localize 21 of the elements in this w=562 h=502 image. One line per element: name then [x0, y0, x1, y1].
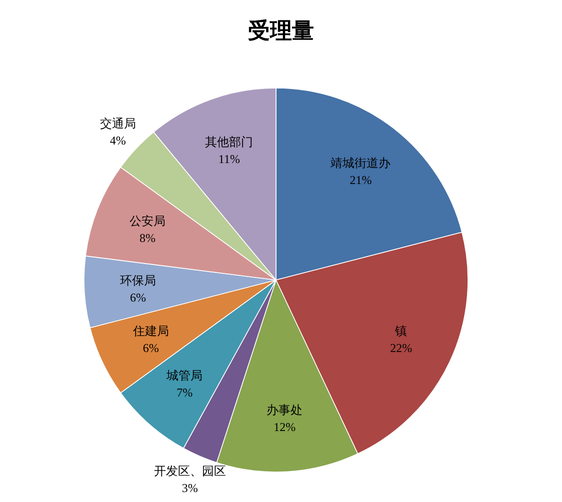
slice-label: 开发区、园区 — [154, 464, 226, 478]
data-label: 6% — [130, 290, 146, 305]
slice-label: 住建局 — [132, 324, 169, 338]
data-label: 6% — [142, 340, 159, 355]
chart-title: 受理量 — [248, 18, 314, 43]
slice-label: 其他部门 — [205, 134, 254, 149]
data-label: 11% — [218, 152, 240, 166]
data-label: 3% — [182, 481, 198, 496]
data-label: 21% — [350, 172, 372, 187]
slice-label: 城管局 — [166, 368, 203, 383]
data-label: 22% — [390, 340, 412, 355]
data-label: 12% — [274, 420, 296, 434]
slice-label: 镇 — [394, 324, 408, 338]
data-label: 8% — [139, 231, 156, 246]
slice-label: 环保局 — [120, 274, 156, 288]
data-label: 4% — [110, 133, 126, 148]
slice-label: 公安局 — [129, 214, 166, 228]
slice-label: 交通局 — [100, 116, 136, 130]
slice-label: 办事处 — [266, 402, 303, 417]
slice-label: 靖城街道办 — [330, 156, 391, 170]
data-label: 7% — [176, 386, 193, 400]
